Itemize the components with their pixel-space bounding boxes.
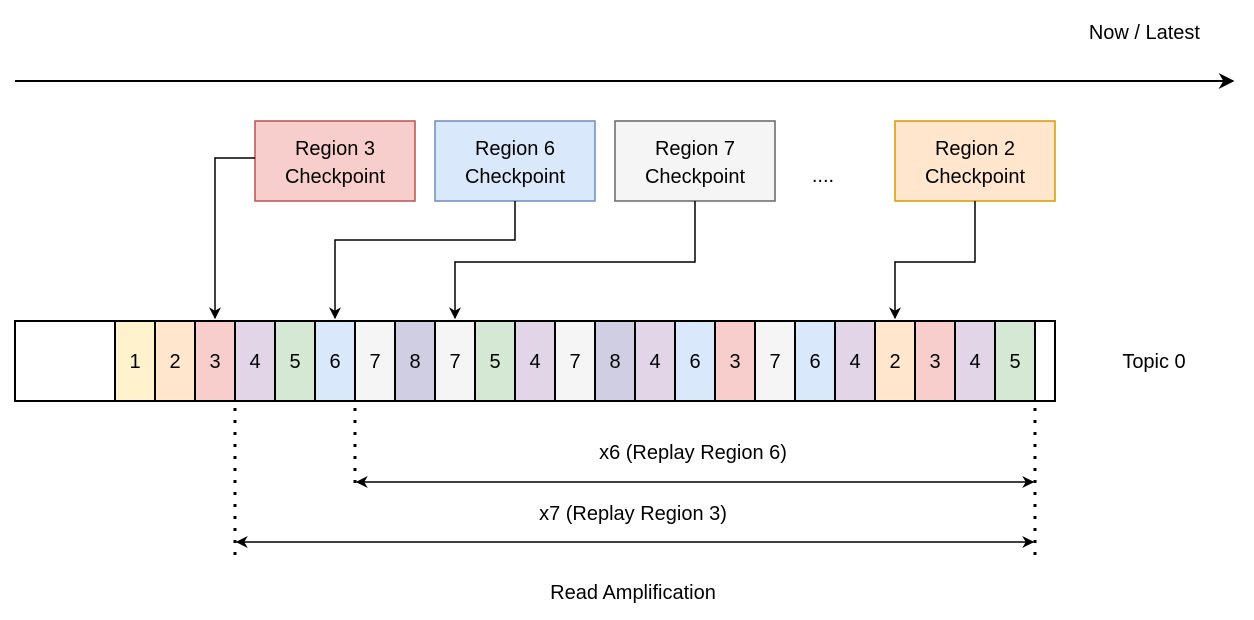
log-entry: 6	[674, 320, 716, 402]
checkpoint-title: Region 6	[475, 138, 555, 160]
log-entry-region: 7	[369, 351, 380, 373]
timeline-label: Now / Latest	[1089, 22, 1201, 44]
log-entry: 3	[194, 320, 236, 402]
log-empty-end	[1034, 320, 1056, 402]
log-entry: 5	[994, 320, 1036, 402]
log-entry: 4	[634, 320, 676, 402]
log-entry: 7	[434, 320, 476, 402]
log-entry-region: 8	[609, 351, 620, 373]
log-entry: 7	[354, 320, 396, 402]
log-entry: 7	[554, 320, 596, 402]
log-entry: 4	[234, 320, 276, 402]
log-entry: 5	[474, 320, 516, 402]
log-entry-cell	[194, 320, 236, 402]
log-entry-cell	[674, 320, 716, 402]
log-entry: 4	[514, 320, 556, 402]
log-entry-region: 4	[649, 351, 660, 373]
checkpoint-pointers	[209, 157, 976, 320]
log-entry-region: 2	[169, 351, 180, 373]
checkpoint-subtitle: Checkpoint	[645, 166, 746, 188]
topic-log: 1 2 3 4 5 6 7 8 7 5 4 7 8 4 6 3 7 6 4 2 3 4 5	[14, 320, 1056, 402]
log-entry: 5	[274, 320, 316, 402]
checkpoint-title: Region 3	[295, 138, 375, 160]
checkpoint-box-rect	[894, 120, 1056, 202]
dotted-guides	[233, 408, 1037, 562]
log-entry-region: 3	[929, 351, 940, 373]
log-entry-region: 2	[889, 351, 900, 373]
log-entry-region: 6	[329, 351, 340, 373]
log-entry-region: 6	[809, 351, 820, 373]
log-entry-cell	[794, 320, 836, 402]
log-entry: 8	[594, 320, 636, 402]
log-entry-cell	[914, 320, 956, 402]
log-entry-region: 4	[249, 351, 260, 373]
log-entry: 6	[794, 320, 836, 402]
log-entry-cell	[994, 320, 1036, 402]
checkpoint-box-rect	[614, 120, 776, 202]
log-entry-cell	[714, 320, 756, 402]
log-entry-cell	[834, 320, 876, 402]
log-entry-cell	[514, 320, 556, 402]
log-entry-cell	[954, 320, 996, 402]
log-entry-cell	[594, 320, 636, 402]
checkpoint-box: Region 3 Checkpoint	[254, 120, 416, 202]
log-entry: 6	[314, 320, 356, 402]
log-entry-region: 6	[689, 351, 700, 373]
checkpoint-title: Region 2	[935, 138, 1015, 160]
checkpoint-subtitle: Checkpoint	[285, 166, 386, 188]
log-empty-start	[14, 320, 116, 402]
checkpoint-subtitle: Checkpoint	[465, 166, 566, 188]
log-entry: 2	[874, 320, 916, 402]
log-entry: 4	[954, 320, 996, 402]
log-entry-cell	[434, 320, 476, 402]
pointer-region-2	[889, 201, 976, 320]
log-entry: 8	[394, 320, 436, 402]
checkpoint-box-rect	[254, 120, 416, 202]
checkpoint-subtitle: Checkpoint	[925, 166, 1026, 188]
log-entry: 1	[114, 320, 156, 402]
log-entry-region: 4	[969, 351, 980, 373]
log-entry-cell	[274, 320, 316, 402]
checkpoint-box-rect	[434, 120, 596, 202]
pointer-region-7	[449, 201, 696, 320]
log-entry-region: 7	[449, 351, 460, 373]
checkpoint-box: Region 7 Checkpoint	[614, 120, 776, 202]
log-entry-region: 5	[489, 351, 500, 373]
replay-region-6-label: x6 (Replay Region 6)	[599, 442, 787, 464]
log-entry-region: 4	[529, 351, 540, 373]
log-entry-region: 8	[409, 351, 420, 373]
log-entry-region: 5	[1009, 351, 1020, 373]
log-entry: 4	[834, 320, 876, 402]
log-entry: 3	[914, 320, 956, 402]
log-entry-region: 3	[729, 351, 740, 373]
checkpoint-title: Region 7	[655, 138, 735, 160]
log-entry-region: 1	[129, 351, 140, 373]
checkpoint-box: Region 2 Checkpoint	[894, 120, 1056, 202]
ellipsis: ....	[812, 165, 834, 187]
checkpoint-box: Region 6 Checkpoint	[434, 120, 596, 202]
pointer-region-3	[209, 157, 255, 320]
log-entry: 7	[754, 320, 796, 402]
log-entry-region: 3	[209, 351, 220, 373]
log-entry-cell	[354, 320, 396, 402]
log-entry-region: 4	[849, 351, 860, 373]
log-entry-cell	[874, 320, 916, 402]
pointer-region-6	[329, 201, 516, 320]
topic-label: Topic 0	[1122, 351, 1185, 373]
footer-label: Read Amplification	[550, 582, 716, 604]
log-entry: 2	[154, 320, 196, 402]
replay-region-3-label: x7 (Replay Region 3)	[539, 503, 727, 525]
log-entry-region: 5	[289, 351, 300, 373]
log-entry-region: 7	[569, 351, 580, 373]
log-entry: 3	[714, 320, 756, 402]
log-entry-region: 7	[769, 351, 780, 373]
